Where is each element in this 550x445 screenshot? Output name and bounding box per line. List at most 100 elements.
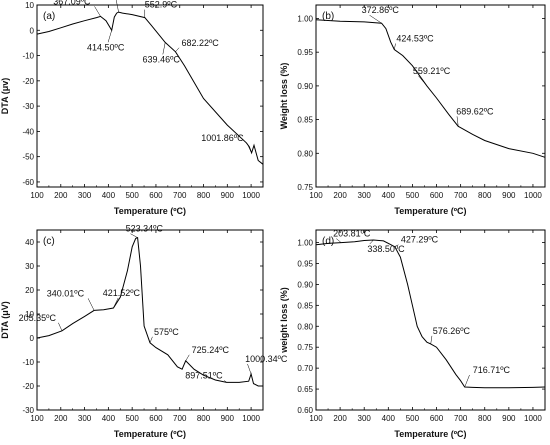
annotation-label: 716.71ºC — [473, 365, 511, 375]
x-tick-label: 700 — [173, 414, 187, 423]
x-tick-label: 200 — [54, 191, 68, 200]
annotation-leader — [149, 336, 153, 343]
y-axis-label: DTA (μV) — [0, 301, 10, 339]
plot-frame — [315, 229, 546, 411]
x-tick-label: 500 — [125, 414, 139, 423]
x-tick-label: 200 — [54, 414, 68, 423]
y-axis-label: DTA (μv) — [0, 78, 10, 115]
x-tick-label: 100 — [30, 191, 44, 200]
annotation-leader — [418, 75, 428, 87]
x-tick-label: 300 — [78, 414, 92, 423]
annotation-label: 576.26ºC — [433, 326, 471, 336]
x-tick-label: 400 — [102, 414, 116, 423]
annotation-label: 205.35ºC — [19, 313, 57, 323]
x-tick-label: 500 — [406, 191, 420, 200]
x-tick-label: 400 — [382, 191, 396, 200]
annotation-leader — [369, 239, 374, 245]
annotation-leader — [185, 354, 190, 361]
annotation-label: 552.9ºC — [145, 0, 178, 10]
annotation-label: 725.24ºC — [192, 345, 230, 355]
x-tick-label: 800 — [197, 191, 211, 200]
series-line — [315, 19, 546, 158]
annotation-label: 523.34ºC — [126, 224, 164, 234]
y-tick-label: 0.80 — [297, 149, 313, 158]
annotation-label: 559.21ºC — [413, 66, 451, 76]
y-axis-label: Weight loss (%) — [279, 63, 289, 130]
y-tick-label: 0.80 — [297, 322, 313, 331]
plot-frame — [36, 4, 264, 188]
x-tick-label: 600 — [430, 191, 444, 200]
annotation-leader — [430, 335, 433, 344]
annotation-leader — [58, 322, 63, 331]
y-tick-label: 0.95 — [297, 259, 313, 268]
y-tick-label: -60 — [22, 178, 34, 187]
annotation-label: 372.86ºC — [362, 5, 400, 15]
annotation-label: 414.50ºC — [87, 42, 125, 52]
y-tick-label: 20 — [25, 286, 34, 295]
y-tick-label: -50 — [22, 153, 34, 162]
y-tick-label: 10 — [25, 310, 34, 319]
annotation-leader — [394, 43, 396, 50]
y-tick-label: -40 — [22, 127, 34, 136]
y-tick-label: 0 — [30, 26, 35, 35]
series-line — [315, 239, 546, 389]
x-tick-label: 400 — [102, 191, 116, 200]
x-tick-label: 100 — [309, 414, 323, 423]
y-tick-label: -20 — [22, 382, 34, 391]
x-tick-label: 700 — [454, 191, 468, 200]
x-tick-label: 1000 — [524, 414, 542, 423]
annotation-leader — [94, 6, 101, 17]
annotation-leader — [336, 238, 342, 243]
panel-label: (a) — [43, 11, 55, 22]
annotation-leader — [107, 30, 112, 43]
y-tick-label: 0.75 — [297, 183, 313, 192]
plot-frame — [315, 4, 546, 188]
panel-label: (c) — [43, 236, 55, 247]
x-tick-label: 900 — [221, 191, 235, 200]
annotation-leader — [246, 142, 252, 153]
y-axis-label: weight loss (%) — [279, 287, 289, 354]
chart-panel: 100 200 300 400 500 600 700 800 900 1000403020100… — [0, 224, 288, 439]
x-axis-label: Temperature (ºC) — [114, 206, 186, 216]
annotation-label: 203.81ºC — [333, 229, 371, 239]
annotation-label: 424.53ºC — [396, 33, 434, 43]
y-tick-label: -10 — [22, 358, 34, 367]
annotation-label: 421.52ºC — [103, 288, 141, 298]
annotation-leader — [115, 0, 119, 13]
annotation-label: 367.09ºC — [53, 0, 91, 6]
y-tick-label: -20 — [22, 77, 34, 86]
panel-label: (d) — [322, 236, 334, 247]
chart-panel: 100 200 300 400 500 600 700 800 900 1000100-10-20… — [0, 0, 264, 216]
chart-panel: 100 200 300 400 500 600 700 800 900 1000 1.00 0.95 0… — [279, 229, 546, 439]
annotation-leader — [456, 116, 459, 127]
x-tick-label: 1000 — [242, 191, 260, 200]
y-tick-label: 0.85 — [297, 116, 313, 125]
x-tick-label: 200 — [333, 191, 347, 200]
y-tick-label: 0.60 — [297, 406, 313, 415]
x-tick-label: 600 — [149, 191, 163, 200]
annotation-label: 897.51ºC — [185, 370, 223, 380]
x-axis-label: Temperature (ºC) — [394, 206, 466, 216]
annotation-label: 682.22ºC — [181, 38, 219, 48]
x-tick-label: 1000 — [242, 414, 260, 423]
x-tick-label: 300 — [358, 414, 372, 423]
x-tick-label: 100 — [309, 191, 323, 200]
chart-panel: 100 200 300 400 500 600 700 800 900 1000 1.00 0.95 0… — [279, 4, 546, 216]
annotation-leader — [87, 298, 95, 311]
annotation-label: 575ºC — [154, 327, 179, 337]
x-tick-label: 800 — [478, 414, 492, 423]
x-tick-label: 700 — [173, 191, 187, 200]
x-tick-label: 900 — [502, 191, 516, 200]
x-tick-label: 200 — [333, 414, 347, 423]
x-tick-label: 800 — [478, 191, 492, 200]
series-line — [36, 237, 263, 387]
y-tick-label: 0.75 — [297, 343, 313, 352]
annotation-label: 689.62ºC — [456, 106, 494, 116]
x-axis-label: Temperature (ºC) — [394, 429, 466, 439]
x-tick-label: 100 — [30, 414, 44, 423]
x-tick-label: 300 — [78, 191, 92, 200]
annotation-leader — [394, 244, 399, 247]
x-tick-label: 300 — [358, 191, 372, 200]
y-tick-label: 30 — [25, 262, 34, 271]
